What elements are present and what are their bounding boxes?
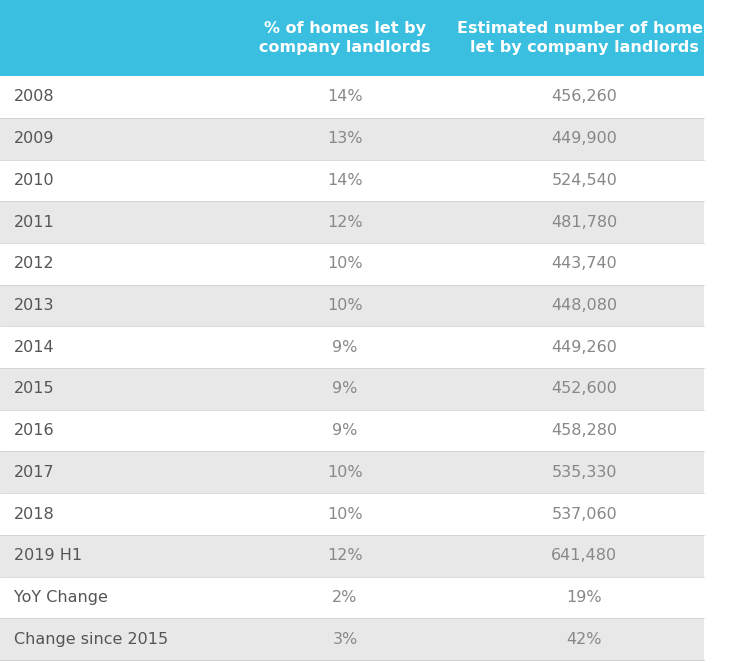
Text: 481,780: 481,780 <box>551 214 617 230</box>
Text: 452,600: 452,600 <box>551 381 617 397</box>
Text: 2015: 2015 <box>14 381 54 397</box>
FancyBboxPatch shape <box>0 368 704 410</box>
Text: Change since 2015: Change since 2015 <box>14 632 168 647</box>
Text: 2010: 2010 <box>14 173 54 188</box>
FancyBboxPatch shape <box>0 618 704 660</box>
Text: 2011: 2011 <box>14 214 55 230</box>
FancyBboxPatch shape <box>0 243 704 285</box>
Text: 14%: 14% <box>327 173 363 188</box>
FancyBboxPatch shape <box>0 285 704 326</box>
FancyBboxPatch shape <box>0 493 704 535</box>
Text: 2014: 2014 <box>14 340 54 355</box>
Text: 537,060: 537,060 <box>551 506 617 522</box>
Text: 12%: 12% <box>327 548 363 563</box>
FancyBboxPatch shape <box>0 410 704 451</box>
Text: 535,330: 535,330 <box>552 465 617 480</box>
FancyBboxPatch shape <box>0 76 704 118</box>
Text: 10%: 10% <box>327 506 363 522</box>
Text: 9%: 9% <box>332 340 358 355</box>
FancyBboxPatch shape <box>0 451 704 493</box>
Text: 448,080: 448,080 <box>551 298 617 313</box>
Text: 524,540: 524,540 <box>551 173 617 188</box>
Text: 10%: 10% <box>327 256 363 271</box>
Text: 19%: 19% <box>567 590 602 605</box>
Text: 2012: 2012 <box>14 256 54 271</box>
Text: 456,260: 456,260 <box>551 89 617 105</box>
Text: 2017: 2017 <box>14 465 54 480</box>
Text: 2019 H1: 2019 H1 <box>14 548 82 563</box>
Text: 449,260: 449,260 <box>551 340 617 355</box>
Text: 9%: 9% <box>332 381 358 397</box>
Text: % of homes let by
company landlords: % of homes let by company landlords <box>259 21 431 56</box>
FancyBboxPatch shape <box>0 0 704 76</box>
FancyBboxPatch shape <box>0 118 704 160</box>
Text: 641,480: 641,480 <box>551 548 617 563</box>
FancyBboxPatch shape <box>0 326 704 368</box>
FancyBboxPatch shape <box>0 160 704 201</box>
Text: 2009: 2009 <box>14 131 54 146</box>
Text: YoY Change: YoY Change <box>14 590 108 605</box>
Text: 10%: 10% <box>327 465 363 480</box>
Text: 13%: 13% <box>327 131 363 146</box>
FancyBboxPatch shape <box>0 201 704 243</box>
Text: 14%: 14% <box>327 89 363 105</box>
Text: Estimated number of homes
let by company landlords: Estimated number of homes let by company… <box>456 21 712 56</box>
Text: 2016: 2016 <box>14 423 54 438</box>
Text: 10%: 10% <box>327 298 363 313</box>
Text: 2013: 2013 <box>14 298 54 313</box>
Text: 3%: 3% <box>332 632 358 647</box>
Text: 2018: 2018 <box>14 506 55 522</box>
Text: 443,740: 443,740 <box>551 256 617 271</box>
Text: 2%: 2% <box>332 590 358 605</box>
Text: 449,900: 449,900 <box>551 131 617 146</box>
FancyBboxPatch shape <box>0 577 704 618</box>
Text: 9%: 9% <box>332 423 358 438</box>
Text: 12%: 12% <box>327 214 363 230</box>
FancyBboxPatch shape <box>0 535 704 577</box>
Text: 458,280: 458,280 <box>551 423 617 438</box>
Text: 42%: 42% <box>567 632 602 647</box>
Text: 2008: 2008 <box>14 89 54 105</box>
